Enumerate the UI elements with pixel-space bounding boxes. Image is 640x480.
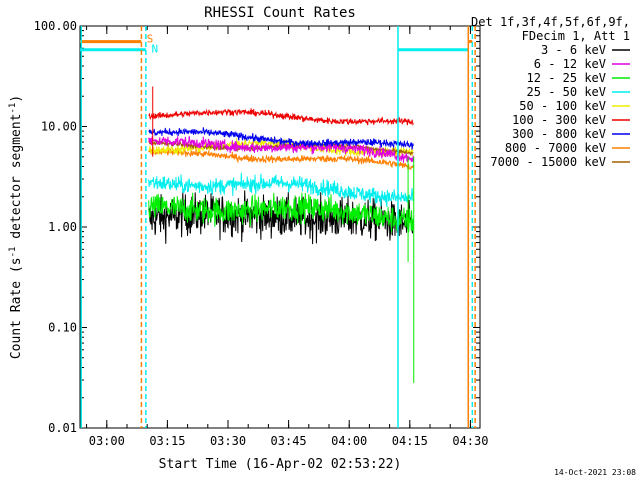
series-line [148, 139, 414, 157]
x-tick-label: 04:15 [392, 434, 428, 448]
series-lines [148, 86, 415, 384]
y-label-part-3: ) [9, 95, 24, 103]
y-tick-label: 100.00 [34, 19, 77, 33]
footer-timestamp: 14-Oct-2021 23:08 [554, 468, 636, 477]
series-line [148, 172, 414, 208]
y-label-part-1: Count Rate (s [9, 257, 24, 359]
y-tick-label: 10.00 [41, 120, 77, 134]
series-line [148, 190, 414, 245]
y-tick-label: 0.10 [48, 321, 77, 335]
legend-label: 50 - 100 keV [519, 99, 606, 113]
chart-title: RHESSI Count Rates [204, 5, 356, 21]
x-tick-label: 04:00 [331, 434, 367, 448]
y-tick-label: 1.00 [48, 220, 77, 234]
x-axis-label: Start Time (16-Apr-02 02:53:22) [159, 457, 402, 472]
legend-label: 300 - 800 keV [512, 127, 606, 141]
legend-label: 3 - 6 keV [541, 43, 606, 57]
legend-label: 6 - 12 keV [534, 57, 606, 71]
legend-label: 25 - 50 keV [527, 85, 606, 99]
x-tick-label: 04:30 [452, 434, 488, 448]
legend-label: 800 - 7000 keV [505, 141, 606, 155]
legend-label: 100 - 300 keV [512, 113, 606, 127]
attenuator-lines [80, 26, 476, 428]
x-tick-label: 03:00 [89, 434, 125, 448]
axis-ticks: 100.00 10.00 1.00 0.10 0.01 03:00 03:15 03:30 03… [34, 19, 489, 448]
legend-header-line-2: FDecim 1, Att 1 [522, 29, 630, 43]
series-line [148, 148, 414, 171]
x-tick-label: 03:45 [271, 434, 307, 448]
series-line [148, 127, 414, 150]
y-label-sup-1: -1 [8, 247, 18, 258]
x-tick-label: 03:15 [149, 434, 185, 448]
x-tick-label: 03:30 [210, 434, 246, 448]
state-bars [80, 40, 473, 52]
legend-header-line-1: Det 1f,3f,4f,5f,6f,9f, [471, 15, 630, 29]
y-tick-label: 0.01 [48, 421, 77, 435]
legend-label: 12 - 25 keV [527, 71, 606, 85]
state-marker: N [152, 42, 159, 55]
series-line [148, 192, 414, 233]
y-axis-label: Count Rate (s-1 detector segment-1) [8, 95, 24, 359]
y-label-sup-2: -1 [8, 103, 18, 114]
series-line [148, 135, 414, 163]
legend-label: 7000 - 15000 keV [490, 155, 606, 169]
legend: Det 1f,3f,4f,5f,6f,9f, FDecim 1, Att 1 3… [471, 15, 630, 169]
y-label-part-2: detector segment [9, 114, 24, 247]
state-marker: S [147, 33, 154, 46]
series-line [148, 108, 414, 126]
state-markers: SN [147, 33, 158, 56]
